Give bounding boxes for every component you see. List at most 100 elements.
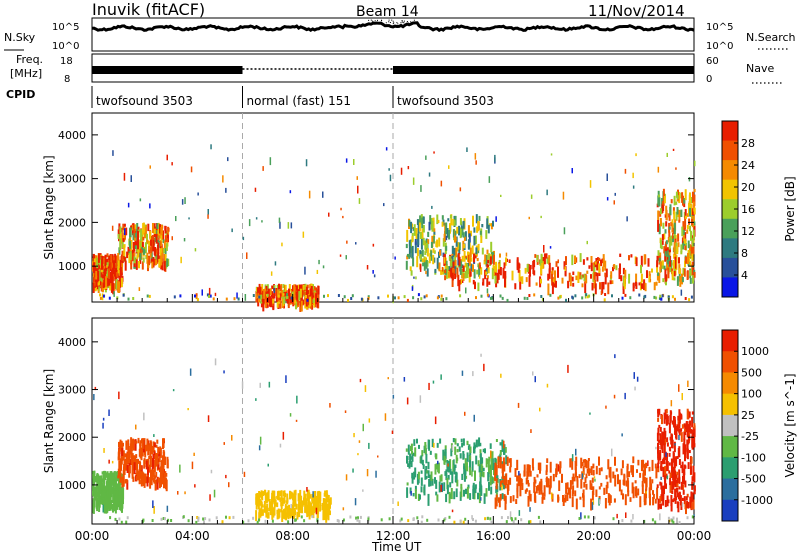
range-cell (277, 294, 280, 298)
range-cell (687, 253, 689, 264)
range-cell (461, 226, 464, 236)
range-cell (639, 472, 642, 478)
range-cell (120, 277, 123, 287)
range-cell (319, 500, 322, 512)
range-cell (605, 268, 608, 278)
range-cell (306, 504, 309, 512)
range-cell (471, 461, 474, 472)
range-cell (559, 295, 561, 299)
range-cell (422, 262, 425, 267)
range-cell (551, 282, 554, 295)
range-cell (477, 492, 479, 500)
x-tick-label: 08:00 (275, 529, 310, 543)
range-cell (494, 457, 497, 468)
range-cell (132, 233, 135, 241)
range-cell (453, 247, 456, 258)
range-cell (285, 375, 287, 383)
range-cell (322, 265, 325, 269)
range-cell (261, 220, 263, 223)
range-cell (197, 516, 200, 520)
range-cell (193, 452, 195, 456)
range-cell (613, 264, 616, 269)
range-cell (495, 494, 498, 507)
range-cell (93, 499, 96, 508)
range-cell (258, 445, 261, 451)
range-cell (666, 253, 669, 264)
range-cell (208, 295, 211, 298)
range-cell (540, 278, 542, 284)
range-cell (586, 295, 589, 299)
range-cell (140, 471, 142, 479)
x-axis-label: Time UT (371, 540, 422, 554)
range-cell (589, 412, 591, 415)
range-cell (166, 258, 169, 267)
range-cell (492, 254, 495, 265)
range-cell (160, 227, 163, 236)
range-cell (312, 499, 315, 506)
range-cell (428, 221, 431, 231)
range-cell (540, 253, 543, 263)
range-cell (128, 465, 131, 472)
range-cell (693, 188, 696, 193)
range-cell (410, 460, 413, 468)
range-cell (687, 462, 690, 469)
range-cell (345, 158, 348, 163)
range-cell (546, 189, 548, 196)
range-cell (322, 498, 325, 505)
range-cell (431, 478, 434, 486)
range-cell (594, 478, 596, 482)
range-cell (585, 473, 588, 479)
range-cell (632, 465, 634, 478)
range-cell (148, 445, 151, 452)
range-cell (139, 242, 142, 248)
range-cell (688, 177, 691, 182)
range-cell (579, 272, 582, 280)
range-cell (499, 493, 502, 501)
range-cell (101, 482, 104, 493)
range-cell (679, 268, 681, 274)
range-cell (450, 214, 453, 226)
range-cell (276, 510, 279, 520)
range-cell (161, 247, 164, 259)
range-cell (608, 468, 611, 478)
range-cell (367, 295, 370, 299)
range-cell (485, 271, 488, 275)
range-cell (464, 270, 467, 279)
range-cell (504, 447, 507, 453)
range-cell (653, 282, 656, 291)
range-cell (135, 454, 138, 459)
range-cell (651, 459, 654, 471)
range-cell (406, 253, 409, 257)
range-cell (343, 295, 346, 299)
range-cell (598, 486, 601, 490)
range-cell (325, 490, 328, 497)
range-cell (665, 473, 668, 479)
range-cell (600, 259, 602, 267)
range-cell (655, 296, 658, 300)
range-cell (494, 473, 497, 481)
range-cell (150, 245, 153, 254)
range-cell (157, 446, 160, 454)
range-cell (656, 264, 659, 273)
range-cell (668, 422, 671, 434)
range-cell (134, 237, 137, 241)
range-cell (693, 514, 695, 518)
range-cell (657, 210, 660, 221)
range-cell (686, 448, 689, 460)
range-cell (418, 444, 420, 449)
range-cell (474, 519, 477, 523)
range-cell (585, 293, 588, 297)
range-cell (668, 240, 671, 250)
range-cell (129, 251, 132, 261)
range-cell (657, 498, 660, 510)
range-cell (669, 472, 672, 478)
range-cell (446, 477, 449, 490)
range-cell (469, 459, 471, 468)
range-cell (678, 257, 680, 264)
range-cell (358, 198, 361, 204)
range-cell (171, 236, 173, 241)
range-cell (693, 221, 696, 226)
range-cell (681, 226, 684, 237)
range-cell (425, 260, 428, 269)
range-cell (683, 468, 686, 476)
